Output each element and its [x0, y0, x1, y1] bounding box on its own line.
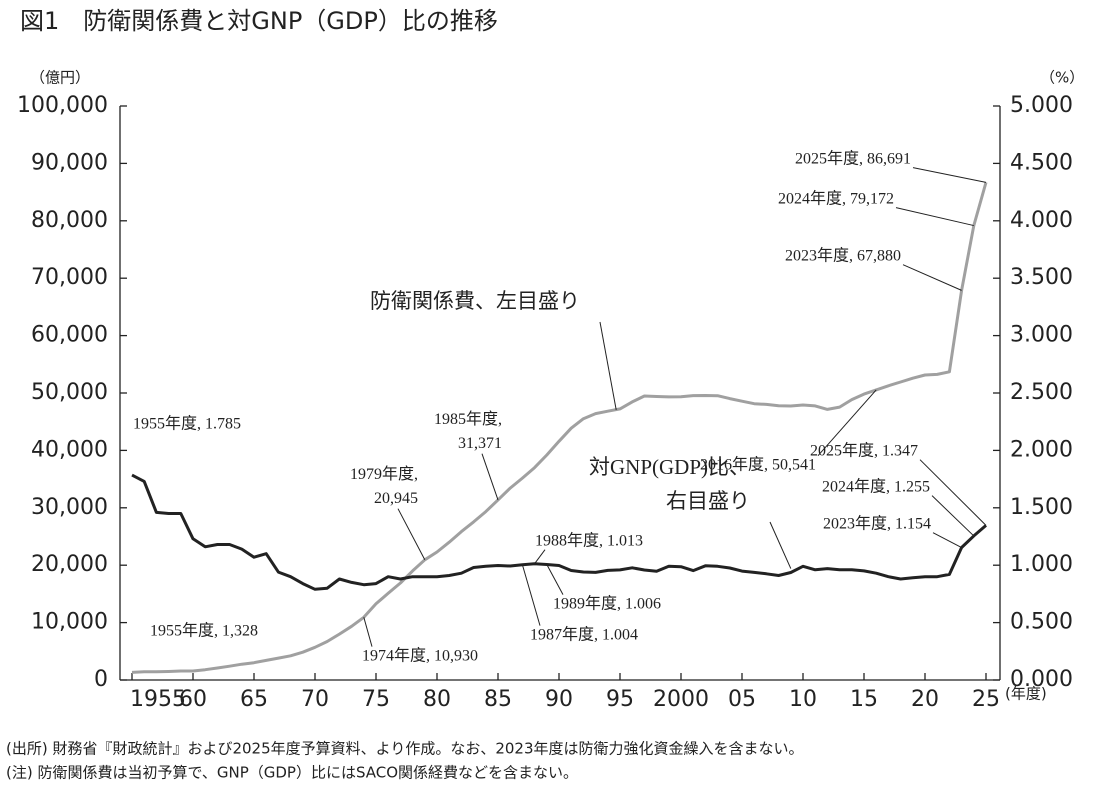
- y2-tick-label: 2.500: [1010, 380, 1073, 405]
- leader: [932, 532, 962, 548]
- y-tick-label: 40,000: [31, 437, 108, 462]
- leader: [363, 617, 373, 647]
- leader: [817, 389, 877, 457]
- annotation: 2024年度, 1.255: [822, 478, 930, 496]
- x-tick-label: 1955: [130, 687, 186, 712]
- x-tick-label: 10: [789, 687, 817, 712]
- y2-tick-label: 3.500: [1010, 265, 1073, 290]
- y-tick-label: 90,000: [31, 150, 108, 175]
- y-tick-label: 50,000: [31, 380, 108, 405]
- leader: [534, 549, 546, 565]
- y2-tick-label: 5.000: [1010, 93, 1073, 118]
- annotation: 2024年度, 79,172: [778, 190, 894, 208]
- x-tick-label: 05: [728, 687, 756, 712]
- annotation: 1988年度, 1.013: [535, 532, 643, 550]
- leader: [599, 321, 617, 410]
- x-tick-label: 85: [484, 687, 512, 712]
- annotation: 2023年度, 1.154: [823, 515, 931, 533]
- annotation: 1989年度, 1.006: [553, 595, 661, 613]
- y-tick-label: 70,000: [31, 265, 108, 290]
- leader: [481, 453, 499, 501]
- x-tick-label: 70: [301, 687, 329, 712]
- x-tick-label: 95: [606, 687, 634, 712]
- x-tick-label: 15: [850, 687, 878, 712]
- y2-tick-label: 1.000: [1010, 552, 1073, 577]
- leader: [931, 495, 975, 537]
- y-tick-label: 100,000: [17, 93, 108, 118]
- annotation: 2016年度, 50,541: [700, 456, 816, 474]
- x-tick-label: 80: [423, 687, 451, 712]
- x-tick-label: 65: [240, 687, 268, 712]
- y2-tick-label: 0.500: [1010, 610, 1073, 635]
- leader: [546, 564, 564, 595]
- leader: [769, 521, 792, 569]
- annotation: 1987年度, 1.004: [530, 626, 638, 644]
- y2-tick-label: 2.000: [1010, 437, 1073, 462]
- chart-title: 図1 防衛関係費と対GNP（GDP）比の推移: [20, 7, 498, 35]
- note: (出所) 財務省『財政統計』および2025年度予算資料、より作成。なお、2023…: [6, 740, 804, 758]
- y-tick-label: 80,000: [31, 208, 108, 233]
- note: (注) 防衛関係費は当初予算で、GNP（GDP）比にはSACO関係経費などを含ま…: [6, 764, 578, 782]
- annotation: 1974年度, 10,930: [362, 647, 478, 665]
- leader: [521, 564, 541, 626]
- x-tick-label: 60: [179, 687, 207, 712]
- y-tick-label: 20,000: [31, 552, 108, 577]
- y-tick-label: 0: [94, 667, 108, 692]
- y2-tick-label: 3.000: [1010, 323, 1073, 348]
- leader: [902, 264, 962, 291]
- y2-tick-label: 4.500: [1010, 150, 1073, 175]
- y-tick-label: 10,000: [31, 610, 108, 635]
- x-tick-label: 90: [545, 687, 573, 712]
- annotation: 2025年度, 1.347: [810, 442, 918, 460]
- annotation: 1955年度, 1,328: [150, 622, 258, 640]
- x-tick-label: 75: [362, 687, 390, 712]
- series-line: [131, 473, 987, 591]
- series-label: 防衛関係費、左目盛り: [370, 289, 580, 313]
- leader: [919, 459, 987, 526]
- annotation: 1985年度, 31,371: [434, 410, 502, 452]
- leader: [912, 167, 987, 183]
- y2-tick-label: 1.500: [1010, 495, 1073, 520]
- x-axis-label: (年度): [1005, 685, 1047, 703]
- x-tick-label: 2000: [653, 687, 709, 712]
- annotation: 2025年度, 86,691: [795, 150, 911, 168]
- leader: [397, 508, 426, 561]
- y-axis-label: （億円）: [30, 69, 90, 87]
- y2-axis-label: （%）: [1040, 69, 1084, 87]
- y2-tick-label: 4.000: [1010, 208, 1073, 233]
- leader: [895, 207, 974, 227]
- y-tick-label: 60,000: [31, 323, 108, 348]
- x-tick-label: 20: [911, 687, 939, 712]
- y-tick-label: 30,000: [31, 495, 108, 520]
- x-tick-label: 25: [972, 687, 1000, 712]
- annotation: 1955年度, 1.785: [133, 415, 241, 433]
- series-line: [131, 181, 988, 674]
- y2-tick-label: 0.000: [1010, 667, 1073, 692]
- annotation: 2023年度, 67,880: [785, 247, 901, 265]
- annotation: 1979年度, 20,945: [350, 465, 418, 507]
- series-label: 対GNP(GDP)比、右目盛り: [589, 455, 750, 513]
